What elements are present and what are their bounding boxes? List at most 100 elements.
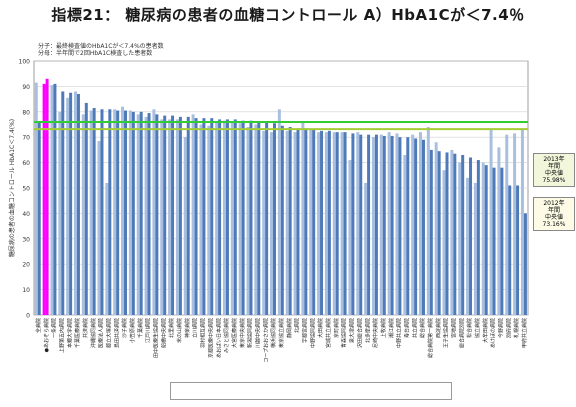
bar-2013: [288, 127, 292, 315]
category-label: 西淀病院: [435, 318, 442, 338]
category-label: コープおおさか病院: [262, 318, 269, 363]
bar-2013: [84, 102, 88, 315]
y-tick-label: 10: [22, 287, 30, 294]
bar-2012: [324, 132, 328, 315]
bar-2012: [152, 109, 156, 315]
bar-2012: [481, 162, 485, 315]
bar-2012: [113, 109, 117, 315]
bar-2012: [121, 106, 125, 315]
bar-2012: [89, 110, 93, 315]
category-label: 本郷大学病院: [66, 318, 73, 348]
bar-2012: [136, 114, 140, 315]
bar-2012: [175, 119, 179, 315]
category-label: 一条病院: [51, 318, 58, 338]
bar-2012: [230, 121, 234, 316]
bar-2013: [37, 122, 41, 315]
bar-2012: [128, 110, 132, 315]
bar-2012: [301, 121, 305, 316]
category-label: 立川病院: [192, 318, 199, 338]
category-label: 潮江病院: [388, 318, 395, 338]
bar-2013: [92, 107, 96, 316]
bar-2013: [523, 213, 527, 315]
category-label: 島田共済病院: [113, 318, 120, 348]
bar-2012: [144, 116, 148, 315]
bar-2012: [270, 132, 274, 315]
category-label: 総合病院第一病院: [427, 318, 434, 358]
bar-2013: [108, 109, 112, 315]
bar-2013: [124, 110, 127, 315]
bar-2012: [168, 119, 172, 315]
bar-2013: [163, 115, 167, 315]
category-label: 宮城共立病院: [325, 318, 332, 348]
category-label: 青森協同病院: [341, 318, 348, 348]
chart-title: 指標21： 糖尿病の患者の血糖コントロール A）HbA1Cが＜7.4％: [51, 6, 525, 24]
bar-2012: [207, 125, 211, 316]
bar-2013: [304, 128, 308, 315]
bar-2013: [437, 151, 441, 315]
bar-2013: [335, 132, 339, 315]
category-label: 横浜協同病院: [270, 318, 277, 348]
median-2012-year: 2012年: [543, 200, 565, 207]
category-label: 神楽病院: [184, 318, 191, 338]
bar-2012: [450, 149, 454, 315]
category-label: 江戸川病院: [145, 318, 152, 343]
bar-2012: [340, 132, 344, 315]
bar-2012: [309, 129, 313, 315]
median-2013-value: 75.98%: [542, 177, 566, 184]
bar-2013: [155, 114, 159, 315]
bar-2012: [222, 120, 226, 315]
y-tick-label: 20: [22, 262, 30, 269]
bar-2013: [414, 138, 418, 315]
bar-2013: [241, 120, 245, 315]
category-label: 大田病院: [317, 318, 324, 338]
bar-2012: [97, 141, 101, 315]
bar-2012: [520, 129, 524, 315]
bar-2012: [238, 123, 242, 315]
bar-2013: [280, 125, 284, 316]
bar-2012: [293, 132, 297, 315]
category-label: 上野第五内病院: [58, 318, 65, 353]
category-label: 千葉病院: [137, 318, 144, 338]
bar-2013: [178, 116, 182, 315]
category-label: あけぼの病院: [490, 318, 497, 348]
bar-2013: [202, 118, 206, 316]
category-label: みさと協同病院: [223, 318, 230, 353]
category-label: 米の山病院: [176, 318, 183, 343]
denominator-note: 分母：半年間で2回HbA1C検査した患者数: [38, 50, 153, 57]
category-label: ●あおぞら病院: [43, 318, 50, 352]
category-label: 共立病院: [411, 318, 418, 338]
bar-2012: [497, 147, 501, 315]
bar-2013: [421, 139, 425, 315]
bar-2012: [285, 130, 289, 315]
category-label: 新潟協同病院: [247, 318, 254, 348]
bar-2012: [379, 134, 383, 315]
bar-2012: [191, 114, 195, 315]
category-label: 都立大塚病院: [105, 318, 112, 348]
category-label: 寿台病院: [403, 318, 410, 338]
bar-2013: [61, 91, 65, 315]
category-label: 王子生協病院: [443, 318, 450, 348]
bar-2012: [332, 132, 336, 315]
median-2012-value: 73.16%: [542, 221, 566, 228]
bar-2013: [398, 137, 402, 315]
bar-2012: [66, 97, 70, 315]
bar-2012: [371, 137, 375, 315]
category-label: 宮地病院: [451, 318, 458, 338]
category-label: 千葉医療病院: [74, 318, 81, 348]
category-label: 全病院: [35, 318, 42, 333]
bar-2012: [434, 142, 438, 315]
bar-2012: [50, 85, 54, 315]
bar-2013: [320, 130, 324, 315]
bar-2012: [411, 134, 415, 315]
bar-2012: [442, 170, 446, 315]
bar-2013: [100, 109, 104, 315]
category-label: 共済病院: [82, 318, 89, 338]
category-label: 今野病院: [498, 318, 505, 338]
bar-2012: [419, 132, 422, 315]
bar-2012: [199, 124, 203, 315]
bar-2012: [277, 109, 281, 315]
category-label: 協立病院: [474, 318, 481, 338]
numerator-note: 分子：最終検査値のHbA1Cが＜7.4%の患者数: [38, 43, 164, 50]
bar-2012: [458, 162, 462, 315]
category-label: 大牟田病院: [482, 318, 489, 343]
